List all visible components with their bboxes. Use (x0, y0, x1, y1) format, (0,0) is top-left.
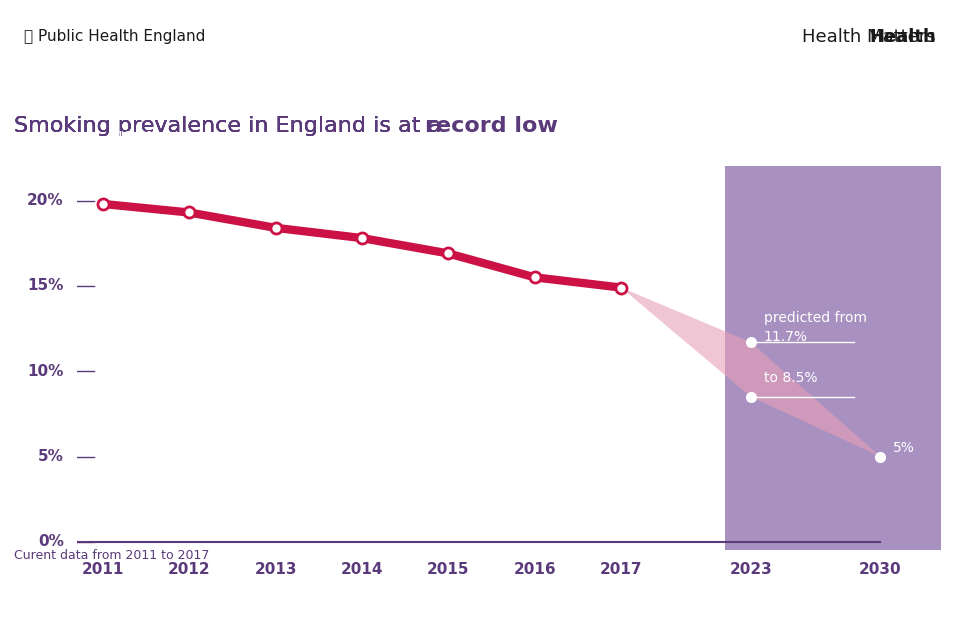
Text: 18.4%: 18.4% (288, 171, 332, 185)
Text: 2011: 2011 (82, 563, 124, 577)
Polygon shape (621, 287, 880, 456)
Text: 2023: 2023 (730, 563, 772, 577)
Text: Smoking prevalence in England is at a: Smoking prevalence in England is at a (14, 116, 448, 136)
Text: record low: record low (425, 116, 558, 136)
Text: 2014: 2014 (341, 563, 383, 577)
Text: 0%: 0% (38, 534, 63, 549)
Text: Smoking prevalence in England is at a: Smoking prevalence in England is at a (14, 116, 448, 136)
Text: 15%: 15% (28, 278, 63, 293)
Text: 16.9%: 16.9% (461, 205, 505, 220)
Text: 2030: 2030 (859, 563, 901, 577)
Text: 2016: 2016 (514, 563, 556, 577)
Text: Health: Health (869, 28, 936, 46)
Text: Health Matters: Health Matters (803, 28, 936, 46)
Text: 2015: 2015 (427, 563, 469, 577)
Text: 2013: 2013 (254, 563, 297, 577)
Text: Curent data from 2011 to 2017: Curent data from 2011 to 2017 (14, 549, 210, 562)
Text: 11.7%: 11.7% (764, 330, 807, 344)
Text: 10%: 10% (28, 364, 63, 379)
Text: 🏛 Public Health England: 🏛 Public Health England (24, 29, 205, 44)
Text: 14.9%: 14.9% (626, 239, 669, 253)
FancyBboxPatch shape (725, 166, 941, 550)
Text: predicted from: predicted from (764, 312, 867, 326)
Text: 5%: 5% (38, 449, 63, 464)
Text: Smoking prevalence in England is at a: Smoking prevalence in England is at a (14, 116, 448, 136)
Text: 15.5%: 15.5% (540, 229, 583, 243)
Text: 2012: 2012 (168, 563, 210, 577)
Text: to 8.5%: to 8.5% (764, 371, 817, 385)
Text: 20%: 20% (27, 193, 63, 208)
Text: 5%: 5% (894, 441, 915, 455)
Text: 2017: 2017 (600, 563, 642, 577)
Text: Smoking prevalence in England is at a: Smoking prevalence in England is at a (14, 116, 448, 136)
Text: 19.8%: 19.8% (116, 130, 159, 144)
Text: England prevalence rate: England prevalence rate (14, 86, 434, 115)
Text: 17.8%: 17.8% (374, 186, 419, 200)
Text: 19.3%: 19.3% (203, 147, 246, 161)
